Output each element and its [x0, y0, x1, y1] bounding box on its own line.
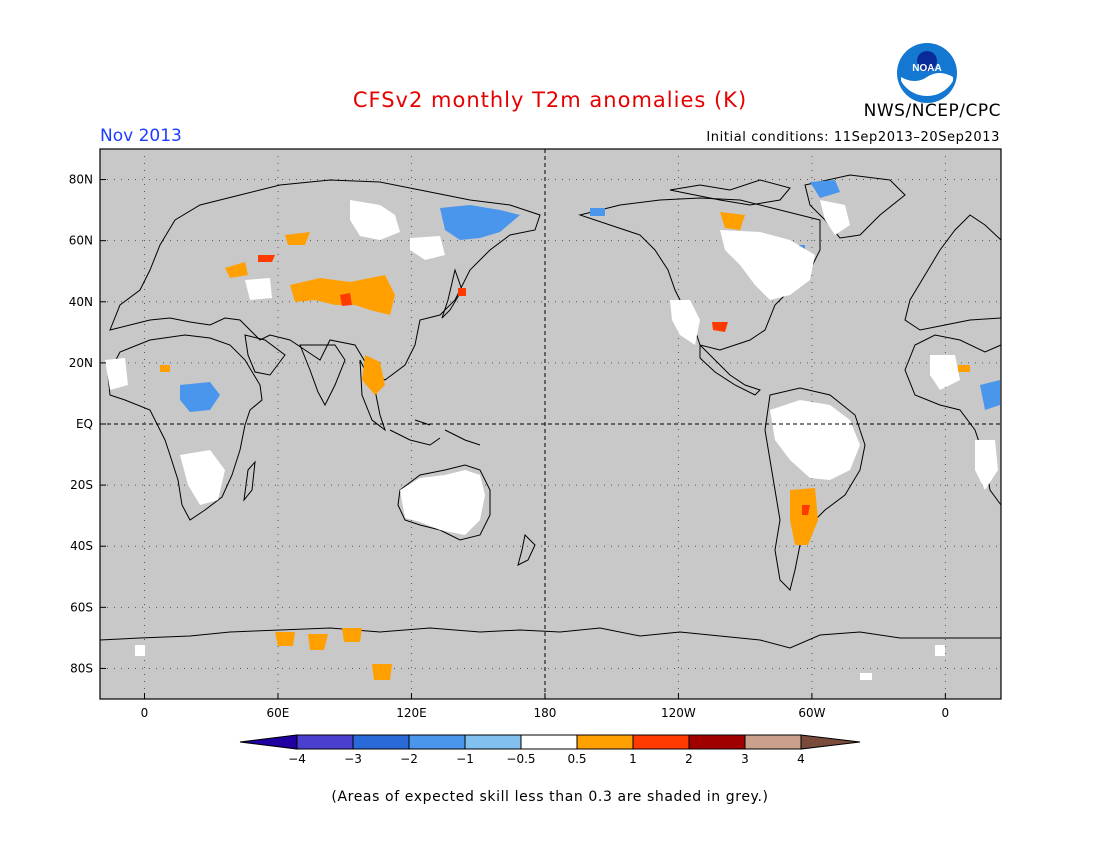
colorbar-label: −1: [456, 752, 474, 766]
colorbar-labels: −4 −3 −2 −1 −0.5 0.5 1 2 3 4: [288, 752, 805, 766]
colorbar-swatch: [632, 734, 690, 750]
longitude-label: 60E: [267, 706, 290, 720]
latitude-label: 40S: [70, 539, 93, 553]
coastlines: [99, 174, 1002, 649]
colorbar-label: −4: [288, 752, 306, 766]
colorbar-arrow-high: [800, 734, 861, 750]
latitude-label: 80S: [70, 661, 93, 675]
latitude-label: 80N: [69, 173, 93, 187]
colorbar-swatch: [576, 734, 634, 750]
latitude-label: 60S: [70, 600, 93, 614]
skill-footnote: (Areas of expected skill less than 0.3 a…: [331, 789, 769, 805]
colorbar-label: −0.5: [506, 752, 535, 766]
colorbar-label: 0.5: [567, 752, 586, 766]
colorbar-label: 3: [741, 752, 749, 766]
latitude-label: 40N: [69, 295, 93, 309]
logo-text: NOAA: [912, 63, 941, 74]
colorbar-swatch: [352, 734, 410, 750]
colorbar-swatch: [688, 734, 746, 750]
colorbar-swatch: [520, 734, 578, 750]
forecast-month: Nov 2013: [100, 126, 182, 146]
colorbar-label: 1: [629, 752, 637, 766]
longitude-label: 120E: [396, 706, 427, 720]
longitude-label: 0: [942, 706, 950, 720]
colorbar-swatch: [744, 734, 802, 750]
colorbar-swatch: [296, 734, 354, 750]
colorbar-label: −3: [344, 752, 362, 766]
latitude-labels: 80N 60N 40N 20N EQ 20S 40S 60S 80S: [69, 173, 106, 675]
colorbar-arrow-low: [239, 734, 298, 750]
colorbar-label: −2: [400, 752, 418, 766]
neutral-white-regions: [105, 200, 998, 680]
latitude-label: 60N: [69, 234, 93, 248]
agency-label: NWS/NCEP/CPC: [863, 101, 1001, 121]
longitude-label: 120W: [661, 706, 696, 720]
chart-title: CFSv2 monthly T2m anomalies (K): [352, 88, 748, 112]
colorbar-swatch: [408, 734, 466, 750]
colorbar: [239, 734, 861, 750]
colorbar-swatch: [464, 734, 522, 750]
longitude-labels: 0 60E 120E 180 120W 60W 0: [141, 693, 950, 720]
colorbar-label: 4: [797, 752, 805, 766]
negative-anomaly-regions: [180, 180, 1000, 412]
strong-positive-anomaly-regions: [258, 255, 810, 515]
longitude-label: 180: [533, 706, 556, 720]
noaa-logo: NOAA: [897, 43, 957, 103]
longitude-label: 0: [141, 706, 149, 720]
latitude-label: EQ: [76, 417, 93, 431]
initial-conditions: Initial conditions: 11Sep2013–20Sep2013: [706, 130, 1000, 145]
latitude-label: 20S: [70, 478, 93, 492]
longitude-label: 60W: [798, 706, 825, 720]
colorbar-label: 2: [685, 752, 693, 766]
latitude-label: 20N: [69, 356, 93, 370]
